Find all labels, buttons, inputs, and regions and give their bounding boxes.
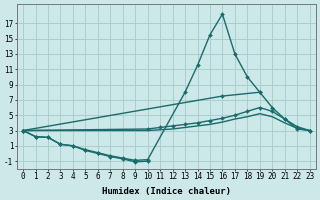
X-axis label: Humidex (Indice chaleur): Humidex (Indice chaleur) (102, 187, 231, 196)
